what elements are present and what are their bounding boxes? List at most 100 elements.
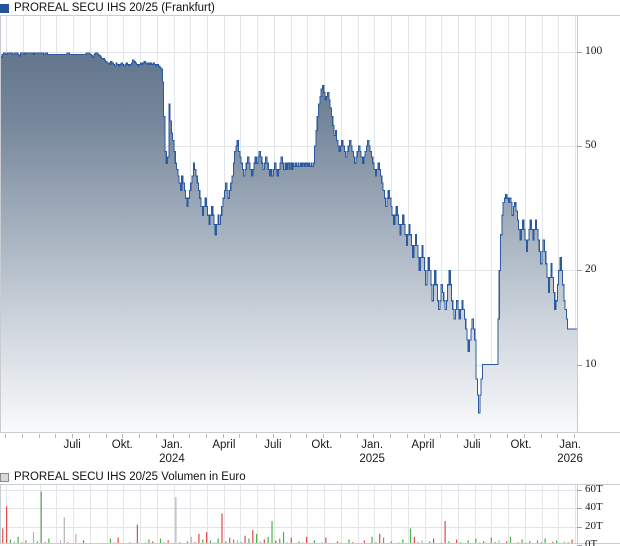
y-tick-label: 20 (585, 263, 597, 276)
x-tick-mark (156, 434, 157, 438)
x-tick-mark (557, 434, 558, 438)
x-tick-label: Juli (463, 439, 481, 451)
x-tick-mark (273, 434, 274, 438)
volume-bar (6, 506, 8, 543)
x-tick-mark (424, 434, 425, 438)
volume-bar (175, 497, 177, 543)
volume-bar (371, 536, 373, 543)
volume-bar (456, 539, 458, 543)
filled-square-icon (0, 4, 9, 13)
x-tick-label: Juli (264, 439, 282, 451)
volume-bar (144, 542, 146, 543)
volume-bar (375, 542, 377, 543)
price-y-axis: 100 50 20 10 (577, 15, 620, 433)
volume-bar (252, 530, 254, 543)
volume-bar (67, 542, 69, 543)
volume-bar (536, 540, 539, 543)
volume-bar (25, 540, 27, 543)
price-line-chart (1, 16, 577, 432)
volume-bar (525, 542, 527, 543)
volume-bar (267, 536, 269, 543)
x-axis: Juli Okt. Jan. 2024 April Juli Okt. Jan. 2025 Apr… (0, 434, 583, 470)
x-tick-mark (390, 434, 391, 438)
x-tick-mark (55, 434, 56, 438)
y-tick-mark (577, 364, 582, 366)
x-tick-label: Okt. (510, 439, 532, 451)
x-tick-mark (357, 434, 358, 438)
volume-bar (313, 540, 315, 543)
volume-y-tick-mark (577, 508, 582, 510)
volume-bar (82, 540, 85, 543)
volume-bar (409, 528, 412, 543)
volume-bar (171, 543, 172, 544)
volume-y-tick-label: 20T (585, 519, 603, 532)
volume-bar (167, 540, 169, 543)
y-tick-mark (577, 51, 582, 53)
x-tick-mark (474, 434, 475, 438)
volume-bar (506, 541, 508, 543)
volume-bar (368, 543, 369, 544)
volume-bar (544, 538, 546, 543)
x-tick-mark (139, 434, 140, 438)
x-tick-label: April (411, 439, 435, 451)
y-tick-label: 50 (585, 138, 597, 151)
volume-bar (148, 539, 150, 543)
volume-bar (221, 513, 223, 543)
volume-bar (560, 543, 561, 544)
volume-bar (295, 543, 296, 544)
volume-plot-area[interactable] (0, 484, 577, 544)
price-plot-area[interactable] (0, 15, 577, 433)
volume-bar (29, 543, 30, 544)
volume-bar (540, 542, 542, 543)
volume-bar (263, 539, 265, 543)
volume-bar (479, 542, 481, 543)
volume-bar (186, 541, 188, 543)
volume-bar (229, 537, 231, 543)
x-tick-mark (5, 434, 6, 438)
volume-bars (2, 491, 573, 544)
volume-bar (198, 533, 200, 543)
x-tick-mark (39, 434, 40, 438)
x-tick-mark (323, 434, 324, 438)
volume-bar (240, 542, 242, 543)
x-tick-mark (122, 434, 123, 438)
volume-bar (179, 542, 181, 543)
x-tick-mark (574, 434, 575, 438)
volume-bar (440, 542, 442, 543)
volume-bar (48, 538, 50, 543)
volume-bar (236, 540, 238, 543)
volume-bar (113, 542, 115, 543)
volume-bar (413, 536, 415, 543)
volume-bar (421, 540, 423, 543)
x-tick-mark (89, 434, 90, 438)
price-line (1, 52, 577, 414)
volume-bar (406, 543, 407, 544)
x-tick-mark (22, 434, 23, 438)
volume-bar (302, 542, 304, 543)
volume-bar (279, 538, 281, 543)
volume-bar (340, 542, 342, 543)
volume-bar (256, 533, 258, 543)
volume-bar (190, 536, 192, 543)
x-tick-label: Jan. (559, 439, 581, 451)
y-tick-label: 10 (585, 357, 597, 370)
x-tick-mark (206, 434, 207, 438)
volume-bar (206, 532, 208, 543)
x-tick-mark (306, 434, 307, 438)
volume-bar (482, 541, 485, 543)
volume-bar (244, 535, 246, 543)
volume-bar (225, 541, 227, 543)
volume-bar (548, 543, 549, 544)
volume-bar (348, 539, 350, 543)
volume-y-axis: 0T 20T 40T 60T (577, 483, 620, 546)
x-tick-mark (290, 434, 291, 438)
x-tick-label: Okt. (111, 439, 133, 451)
volume-bar (271, 521, 273, 543)
volume-gridlines (1, 485, 577, 543)
volume-bar (136, 524, 138, 543)
volume-bar (232, 539, 235, 543)
volume-bar (32, 532, 35, 543)
volume-bar (109, 538, 112, 543)
volume-bar (209, 540, 212, 543)
volume-bar (487, 543, 488, 544)
